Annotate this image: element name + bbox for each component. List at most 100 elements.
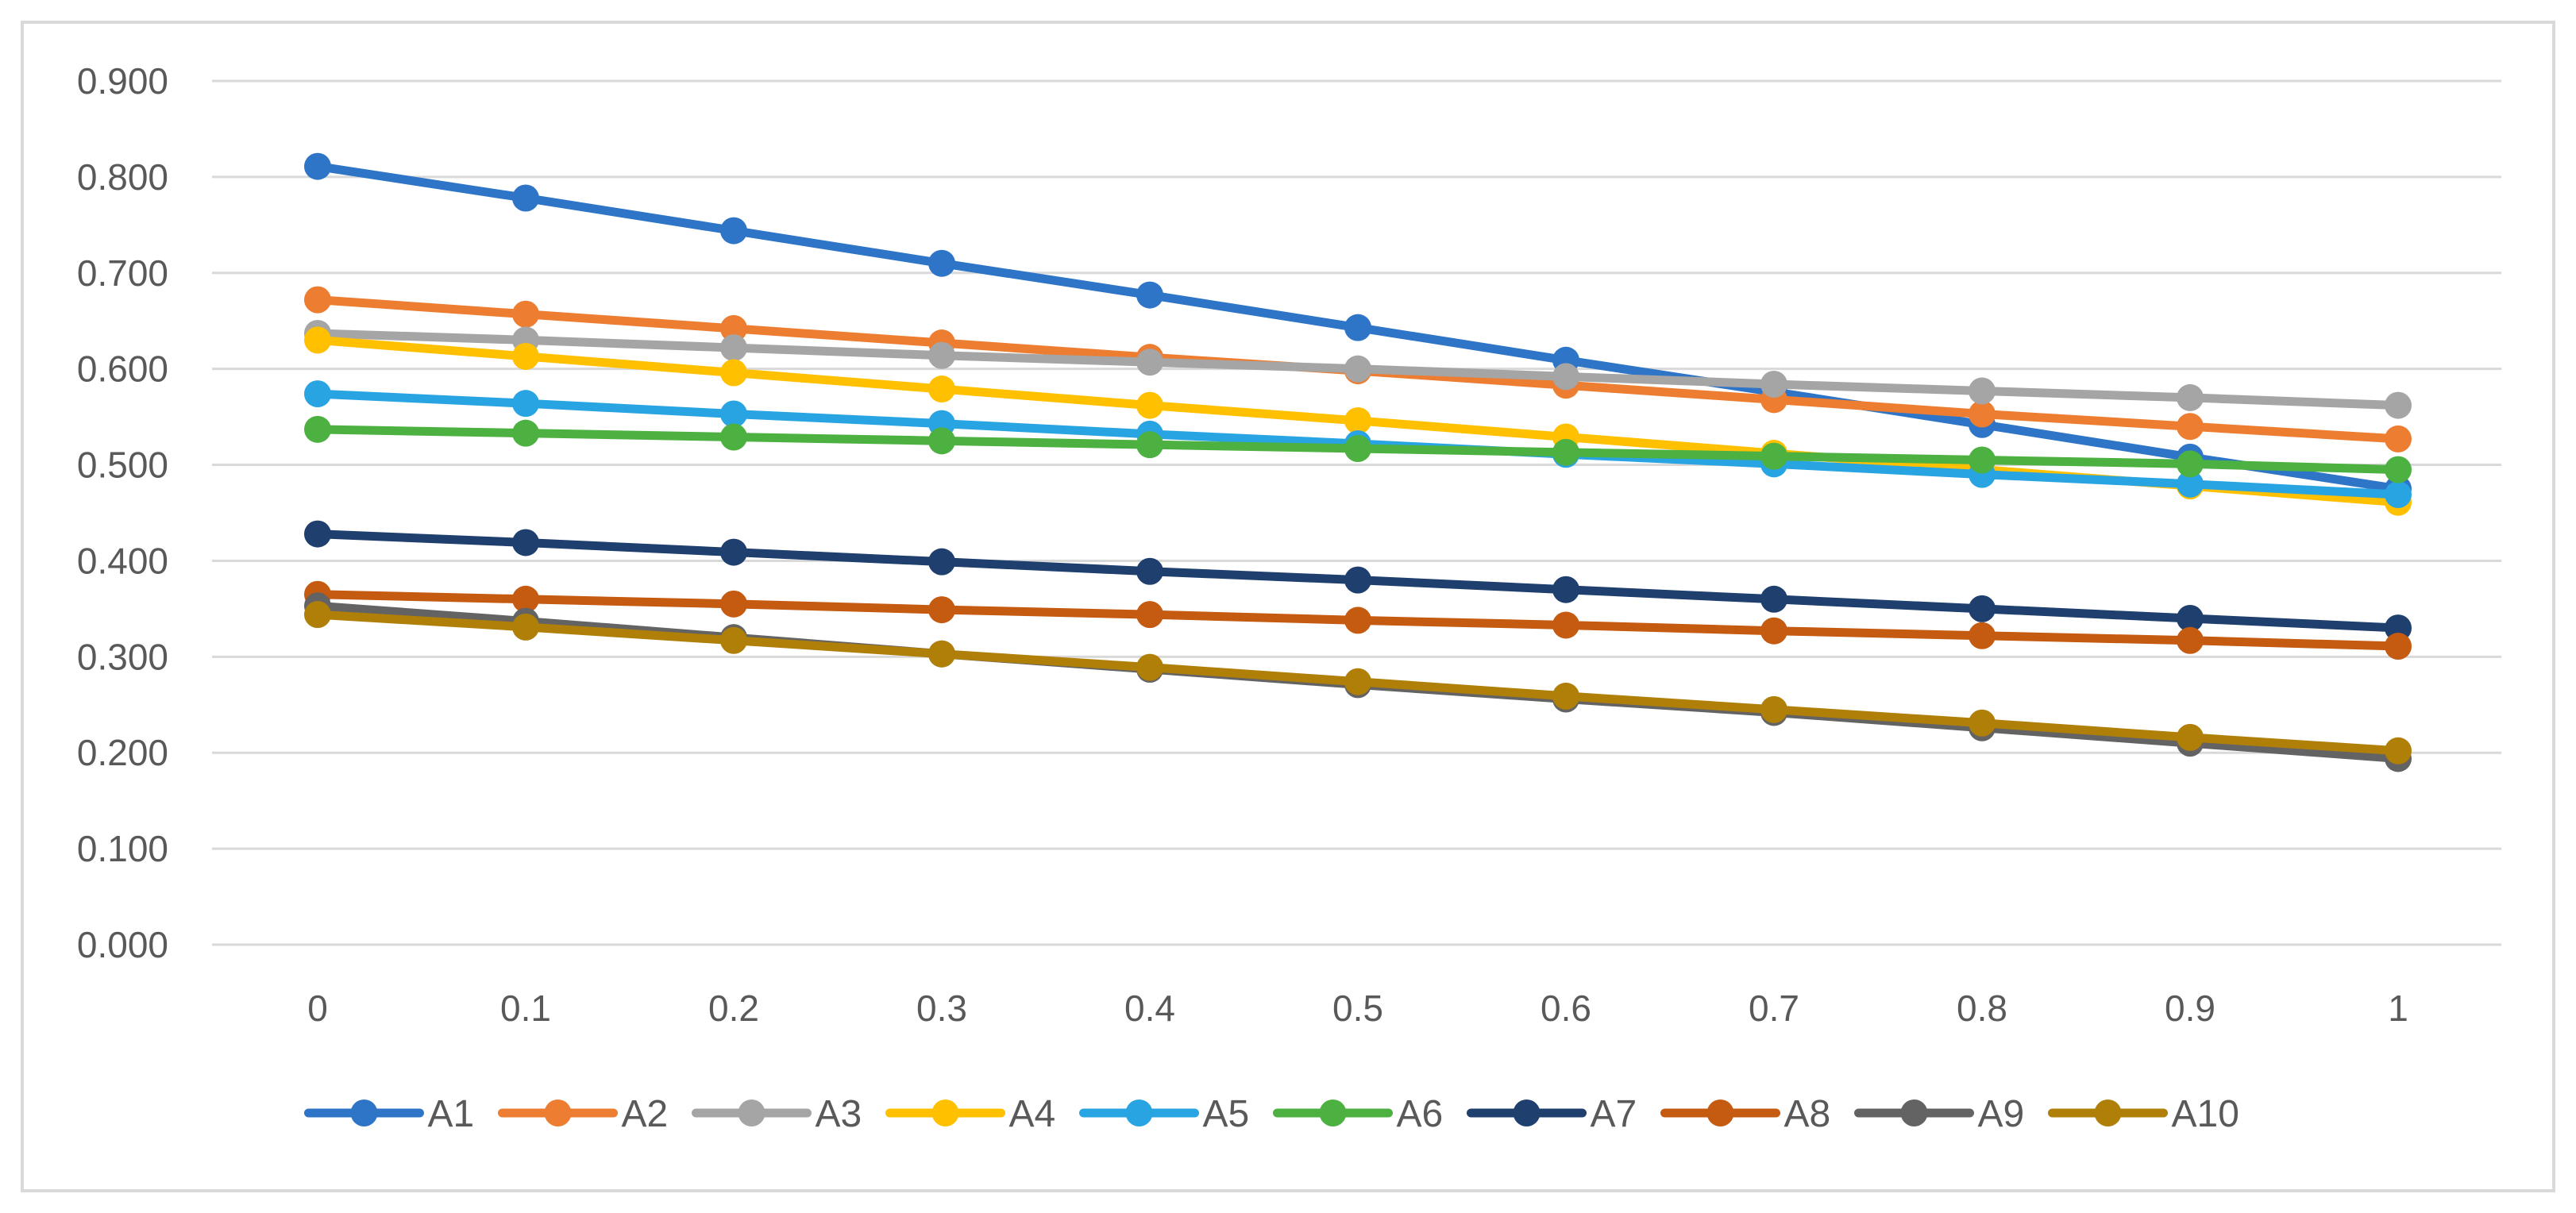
data-point-A10 [512,613,539,641]
legend-label: A4 [1009,1093,1056,1135]
data-point-A6 [2177,450,2204,478]
data-point-A3 [928,341,955,369]
data-point-A4 [512,342,539,370]
y-tick-label: 0.800 [77,156,168,198]
x-tick-label: 0 [307,988,328,1029]
data-point-A6 [512,419,539,447]
data-point-A10 [928,640,955,668]
data-point-A7 [1969,595,1996,622]
legend-item-A6: A6 [1273,1093,1443,1135]
data-point-A6 [1344,435,1371,463]
data-point-A4 [304,326,331,354]
data-point-A2 [304,286,331,314]
x-tick-label: 0.3 [916,988,967,1029]
data-point-A8 [720,590,747,618]
data-point-A2 [2177,413,2204,441]
data-point-A5 [2177,470,2204,498]
x-tick-label: 0.4 [1124,988,1175,1029]
y-tick-label: 0.000 [77,924,168,965]
legend-label: A2 [622,1093,669,1135]
data-point-A8 [1344,606,1371,634]
data-point-A8 [2177,626,2204,654]
data-point-A6 [1136,431,1163,459]
legend-item-A4: A4 [885,1093,1056,1135]
x-tick-label: 0.1 [500,988,551,1029]
y-tick-label: 0.500 [77,445,168,486]
data-point-A10 [720,626,747,654]
data-point-A2 [1969,400,1996,428]
legend-label: A8 [1784,1093,1831,1135]
data-point-A1 [512,184,539,212]
x-tick-label: 0.5 [1332,988,1383,1029]
data-point-A7 [2177,604,2204,632]
data-point-A8 [1136,601,1163,629]
data-point-A7 [1136,557,1163,585]
data-point-A5 [2385,481,2412,509]
data-point-A3 [1760,371,1787,399]
series-A6 [304,415,2412,483]
legend-swatch-marker [1513,1099,1541,1126]
legend-item-A9: A9 [1854,1093,2025,1135]
y-tick-label: 0.400 [77,540,168,581]
legend-label: A7 [1591,1093,1637,1135]
legend-swatch-marker [738,1099,765,1126]
legend-label: A9 [1978,1093,2025,1135]
data-point-A8 [928,596,955,624]
legend-swatch-marker [544,1099,572,1126]
y-tick-label: 0.100 [77,828,168,869]
x-tick-label: 0.7 [1749,988,1799,1029]
data-point-A4 [928,375,955,403]
data-point-A5 [512,390,539,418]
y-tick-label: 0.600 [77,348,168,390]
data-point-A8 [1760,617,1787,645]
data-point-A1 [304,152,331,180]
y-tick-label: 0.200 [77,732,168,773]
data-point-A8 [1552,611,1579,639]
data-point-A6 [2385,456,2412,483]
data-point-A5 [720,400,747,428]
data-point-A4 [720,359,747,387]
x-tick-label: 0.8 [1957,988,2007,1029]
y-tick-label: 0.700 [77,252,168,294]
legend-swatch-marker [931,1099,959,1126]
legend-swatch-marker [2094,1099,2122,1126]
legend-item-A7: A7 [1467,1093,1637,1135]
data-point-A1 [1344,314,1371,341]
x-tick-label: 0.9 [2165,988,2215,1029]
data-point-A7 [1552,576,1579,603]
series-A10 [304,601,2412,764]
data-point-A10 [2177,723,2204,751]
data-point-A4 [1136,391,1163,419]
y-tick-label: 0.300 [77,636,168,677]
data-point-A6 [928,427,955,455]
data-point-A1 [720,217,747,245]
legend-swatch-marker [1706,1099,1734,1126]
data-point-A2 [720,314,747,342]
legend-item-A1: A1 [304,1093,474,1135]
x-axis-tick-labels: 0 0.1 0.2 0.3 0.4 0.5 0.6 0.7 0.8 0.9 1 [307,988,2408,1029]
data-point-A8 [2385,633,2412,660]
data-point-A7 [928,548,955,576]
legend-label: A3 [816,1093,862,1135]
legend-swatch-marker [1900,1099,1928,1126]
legend-swatch-marker [350,1099,378,1126]
legend: A1 A2 A3 A4 A5 A6 A7 A8 A9 A10 [304,1093,2239,1135]
data-point-A10 [1552,682,1579,710]
data-point-A3 [720,334,747,362]
data-point-A4 [1344,406,1371,434]
x-tick-label: 0.2 [708,988,759,1029]
data-point-A3 [1969,377,1996,405]
data-point-A7 [512,529,539,556]
data-point-A10 [2385,737,2412,764]
data-point-A5 [304,380,331,408]
legend-label: A10 [2172,1093,2239,1135]
series-A3 [304,319,2412,419]
data-point-A8 [1969,622,1996,649]
data-point-A6 [304,415,331,443]
y-axis-tick-labels: 0.000 0.100 0.200 0.300 0.400 0.500 0.600 0.700… [77,60,168,965]
data-point-A7 [1344,566,1371,594]
data-point-A1 [1136,281,1163,309]
data-point-A2 [2385,425,2412,452]
